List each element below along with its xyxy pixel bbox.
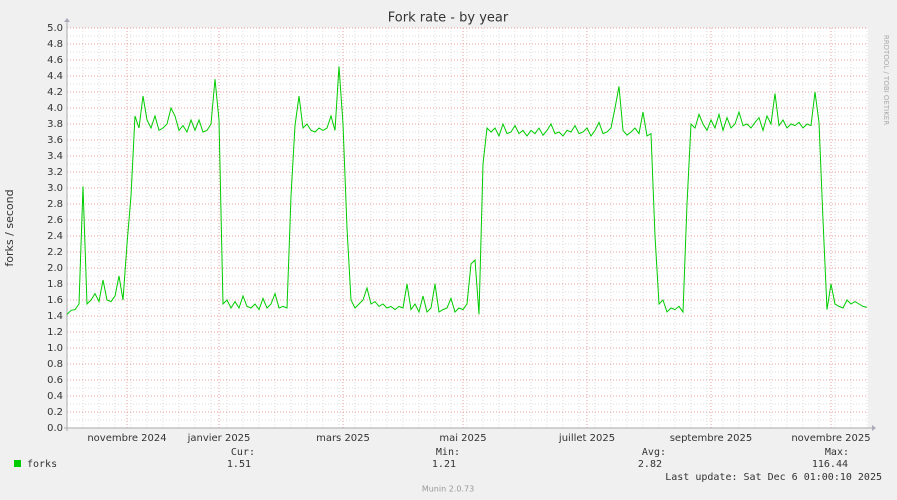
x-tick-label: mars 2025 — [316, 433, 370, 444]
x-tick-label: novembre 2025 — [791, 433, 870, 444]
stat-label: Cur: — [231, 447, 255, 458]
stat-value: 116.44 — [812, 459, 848, 470]
y-tick-label: 2.0 — [47, 263, 63, 274]
y-tick-label: 2.2 — [47, 247, 63, 258]
y-tick-label: 0.8 — [47, 359, 63, 370]
stat-value: 1.51 — [227, 459, 251, 470]
y-tick-label: 0.0 — [47, 423, 63, 434]
y-tick-label: 4.0 — [47, 103, 63, 114]
y-tick-label: 0.4 — [47, 391, 63, 402]
y-tick-label: 3.6 — [47, 135, 63, 146]
side-label: RRDTOOL / TOBI OETIKER — [882, 35, 890, 125]
stat-value: 1.21 — [432, 459, 456, 470]
y-axis-arrow — [64, 18, 70, 22]
stat-value: 2.82 — [638, 459, 662, 470]
x-tick-label: mai 2025 — [439, 433, 486, 444]
y-tick-label: 4.4 — [47, 71, 63, 82]
y-tick-label: 1.6 — [47, 295, 63, 306]
x-axis-arrow — [872, 425, 876, 431]
y-tick-label: 3.0 — [47, 183, 63, 194]
y-tick-label: 4.6 — [47, 55, 63, 66]
stat-label: Max: — [825, 447, 849, 458]
series-line — [66, 66, 868, 315]
y-axis-label: forks / second — [3, 189, 16, 266]
y-tick-label: 1.8 — [47, 279, 63, 290]
legend-label: forks — [27, 459, 57, 470]
stat-label: Min: — [436, 447, 460, 458]
y-tick-label: 3.8 — [47, 119, 63, 130]
y-tick-label: 0.2 — [47, 407, 63, 418]
y-tick-label: 0.6 — [47, 375, 63, 386]
x-tick-label: janvier 2025 — [187, 433, 251, 444]
y-tick-label: 4.8 — [47, 39, 63, 50]
y-tick-label: 2.6 — [47, 215, 63, 226]
y-tick-label: 5.0 — [47, 23, 63, 34]
x-tick-label: juillet 2025 — [558, 433, 615, 444]
legend-swatch — [14, 460, 21, 467]
x-tick-label: septembre 2025 — [670, 433, 753, 444]
y-tick-label: 2.4 — [47, 231, 63, 242]
y-tick-label: 2.8 — [47, 199, 63, 210]
last-update: Last update: Sat Dec 6 01:00:10 2025 — [665, 472, 882, 483]
y-tick-label: 1.2 — [47, 327, 63, 338]
y-tick-label: 1.0 — [47, 343, 63, 354]
y-tick-label: 4.2 — [47, 87, 63, 98]
y-tick-label: 3.4 — [47, 151, 63, 162]
x-tick-label: novembre 2024 — [87, 433, 166, 444]
y-tick-label: 1.4 — [47, 311, 63, 322]
footer: Munin 2.0.73 — [422, 485, 474, 494]
stat-label: Avg: — [642, 447, 666, 458]
chart-title: Fork rate - by year — [388, 11, 509, 26]
y-tick-label: 3.2 — [47, 167, 63, 178]
